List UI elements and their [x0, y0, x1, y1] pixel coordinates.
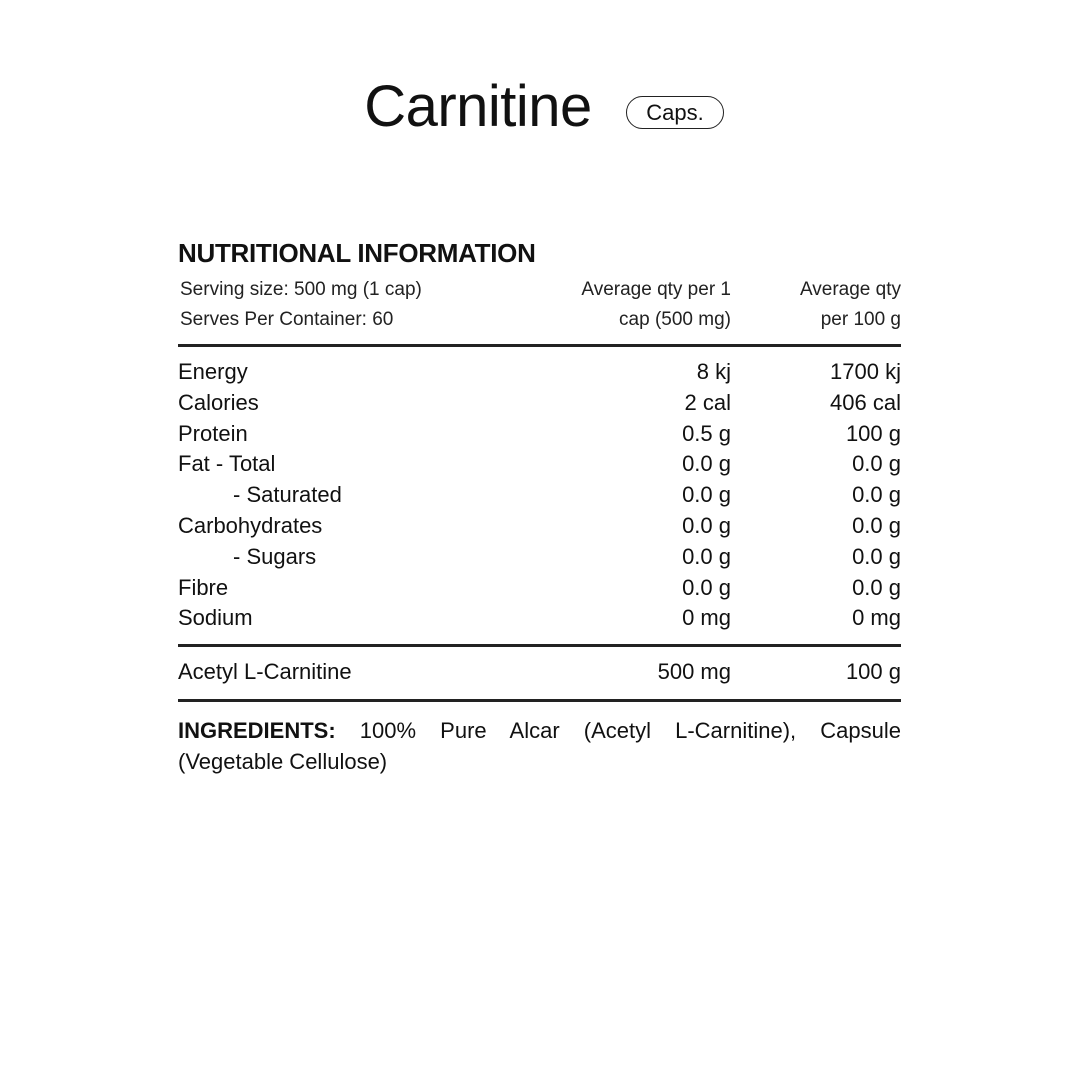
- row-label: Sodium: [178, 605, 253, 631]
- nutrition-row: Fibre 0.0 g 0.0 g: [178, 574, 901, 602]
- row-per-100g: 0.0 g: [852, 513, 901, 538]
- row-label: - Sugars: [233, 543, 317, 569]
- row-per-serve: 0.5 g: [682, 420, 731, 446]
- col1-header-line1: Average qty per 1: [581, 279, 731, 300]
- ingredients: INGREDIENTS: 100% Pure Alcar (Acetyl L-C…: [178, 715, 901, 777]
- row-per-100g: 100 g: [845, 659, 901, 684]
- divider: [178, 344, 901, 347]
- row-per-100g: 406 cal: [830, 389, 901, 415]
- row-per-100g: 0.0 g: [852, 543, 901, 569]
- ingredients-label: INGREDIENTS:: [178, 718, 336, 743]
- row-per-serve: 0.0 g: [682, 543, 731, 569]
- row-per-serve: 0.0 g: [682, 513, 731, 538]
- row-label: Calories: [178, 389, 259, 415]
- row-per-100g: 0 mg: [852, 605, 901, 631]
- row-per-serve: 0.0 g: [682, 574, 731, 600]
- format-badge: Caps.: [626, 96, 724, 129]
- nutrition-row: - Sugars 0.0 g 0.0 g: [178, 543, 901, 571]
- serves-per-container: Serves Per Container: 60: [180, 309, 394, 330]
- row-per-serve: 8 kj: [696, 359, 731, 384]
- row-per-serve: 0 mg: [682, 605, 731, 631]
- active-ingredient-row: Acetyl L-Carnitine 500 mg 100 g: [178, 658, 901, 686]
- ingredients-text: 100% Pure Alcar (Acetyl L-Carnitine), Ca…: [178, 718, 901, 774]
- row-label: Fibre: [178, 574, 229, 600]
- nutrition-row: Sodium 0 mg 0 mg: [178, 604, 901, 632]
- row-per-100g: 0.0 g: [852, 574, 901, 600]
- nutrition-row: Calories 2 cal 406 cal: [178, 389, 901, 417]
- divider: [178, 699, 901, 702]
- row-label: Protein: [178, 420, 248, 446]
- row-per-serve: 2 cal: [684, 389, 731, 415]
- row-per-serve: 0.0 g: [682, 451, 731, 477]
- nutrition-row: Protein 0.5 g 100 g: [178, 420, 901, 448]
- row-per-100g: 0.0 g: [852, 482, 901, 508]
- divider: [178, 644, 901, 647]
- row-per-serve: 0.0 g: [682, 482, 731, 508]
- section-heading: NUTRITIONAL INFORMATION: [178, 238, 536, 268]
- col2-header-line1: Average qty: [799, 279, 901, 300]
- nutrition-row: Energy 8 kj 1700 kj: [178, 358, 901, 386]
- serving-size: Serving size: 500 mg (1 cap): [180, 279, 422, 300]
- row-per-100g: 0.0 g: [852, 451, 901, 477]
- nutrition-row: Carbohydrates 0.0 g 0.0 g: [178, 512, 901, 540]
- nutrition-row: Fat - Total 0.0 g 0.0 g: [178, 450, 901, 478]
- row-per-100g: 100 g: [845, 420, 901, 446]
- row-per-100g: 1700 kj: [830, 359, 901, 384]
- row-label: Acetyl L-Carnitine: [178, 659, 352, 684]
- nutrition-row: - Saturated 0.0 g 0.0 g: [178, 481, 901, 509]
- col2-header-line2: per 100 g: [820, 309, 901, 330]
- col1-header-line2: cap (500 mg): [619, 309, 731, 330]
- row-label: - Saturated: [233, 482, 342, 508]
- row-label: Fat - Total: [178, 451, 276, 477]
- product-title: Carnitine: [364, 74, 592, 139]
- row-per-serve: 500 mg: [657, 659, 731, 684]
- row-label: Carbohydrates: [178, 513, 323, 538]
- row-label: Energy: [178, 359, 248, 384]
